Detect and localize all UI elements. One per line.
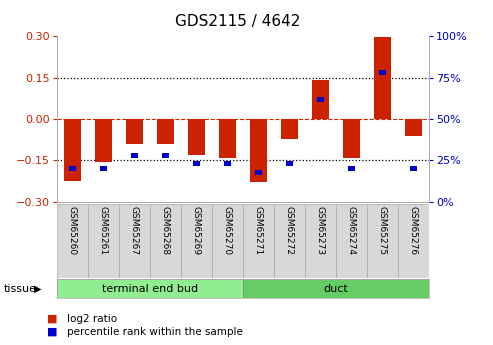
Bar — [64, 119, 81, 181]
Bar — [95, 119, 112, 162]
Bar — [162, 153, 169, 158]
Text: percentile rank within the sample: percentile rank within the sample — [67, 327, 243, 337]
Bar — [343, 119, 360, 158]
Bar — [193, 161, 200, 166]
Bar — [312, 80, 329, 119]
Bar — [100, 166, 106, 171]
Text: tissue: tissue — [4, 284, 37, 294]
Bar — [348, 166, 355, 171]
Bar — [150, 204, 181, 278]
Text: terminal end bud: terminal end bud — [102, 284, 198, 294]
Bar — [126, 119, 143, 144]
Bar — [243, 279, 429, 298]
Bar — [286, 161, 293, 166]
Bar — [212, 204, 243, 278]
Bar — [405, 119, 422, 136]
Text: ■: ■ — [47, 314, 57, 324]
Bar — [379, 70, 386, 75]
Bar — [410, 166, 417, 171]
Text: log2 ratio: log2 ratio — [67, 314, 117, 324]
Text: GSM65275: GSM65275 — [378, 206, 387, 255]
Text: GSM65269: GSM65269 — [192, 206, 201, 255]
Text: ■: ■ — [47, 327, 57, 337]
Text: GSM65273: GSM65273 — [316, 206, 325, 255]
Bar — [181, 204, 212, 278]
Text: GSM65274: GSM65274 — [347, 206, 356, 255]
Bar — [305, 204, 336, 278]
Bar — [219, 119, 236, 158]
Bar — [250, 119, 267, 182]
Bar — [69, 166, 75, 171]
Text: GSM65260: GSM65260 — [68, 206, 77, 255]
Bar — [367, 204, 398, 278]
Bar — [188, 119, 205, 155]
Text: ▶: ▶ — [34, 284, 41, 294]
Bar — [274, 204, 305, 278]
Bar — [243, 204, 274, 278]
Text: GSM65272: GSM65272 — [285, 206, 294, 255]
Bar — [281, 119, 298, 139]
Bar — [255, 169, 262, 175]
Bar — [398, 204, 429, 278]
Bar — [157, 119, 174, 145]
Text: GDS2115 / 4642: GDS2115 / 4642 — [175, 14, 301, 29]
Bar — [57, 204, 88, 278]
Bar — [131, 153, 138, 158]
Bar — [317, 97, 324, 102]
Bar — [336, 204, 367, 278]
Bar — [224, 161, 231, 166]
Text: GSM65267: GSM65267 — [130, 206, 139, 255]
Bar — [119, 204, 150, 278]
Text: GSM65270: GSM65270 — [223, 206, 232, 255]
Text: GSM65276: GSM65276 — [409, 206, 418, 255]
Text: duct: duct — [323, 284, 348, 294]
Text: GSM65271: GSM65271 — [254, 206, 263, 255]
Bar — [57, 279, 243, 298]
Bar — [374, 37, 391, 119]
Bar — [88, 204, 119, 278]
Text: GSM65261: GSM65261 — [99, 206, 108, 255]
Text: GSM65268: GSM65268 — [161, 206, 170, 255]
